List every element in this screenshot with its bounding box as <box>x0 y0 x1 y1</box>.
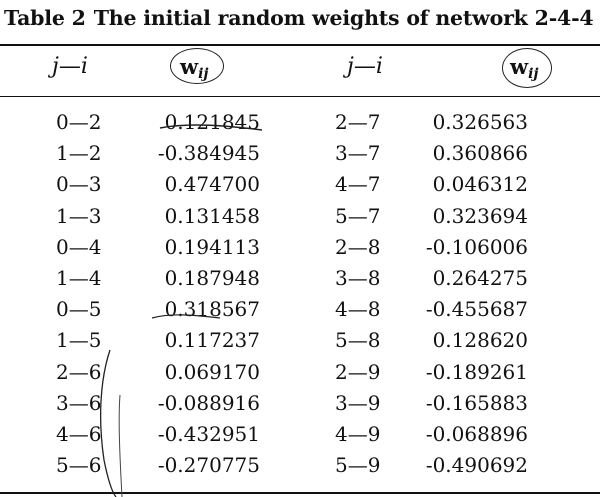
table-row: 4—6 -0.432951 4—9 -0.068896 <box>0 422 600 452</box>
weight-left-cell: 0.187948 <box>164 266 260 290</box>
connection-right-cell: 5—7 <box>335 203 381 228</box>
connection-right-cell: 4—8 <box>335 297 381 322</box>
table-row: 1—5 0.117237 5—8 0.128620 <box>0 328 600 358</box>
weight-right-cell: -0.455687 <box>425 297 528 322</box>
header-j-i-right: j—i <box>347 54 383 79</box>
weight-right-cell: 0.323694 <box>432 203 528 228</box>
connection-left-cell: 1—2 <box>56 141 102 166</box>
weight-left-cell: 0.318567 <box>164 297 260 322</box>
table-row: 3—6 -0.088916 3—9 -0.165883 <box>0 391 600 421</box>
connection-left-cell: 0—5 <box>56 297 102 322</box>
connection-left-cell: 5—6 <box>56 453 102 478</box>
weight-left-cell: 0.131458 <box>164 203 260 228</box>
table-row: 0—5 0.318567 4—8 -0.455687 <box>0 297 600 327</box>
connection-right-cell: 3—7 <box>335 141 381 166</box>
table-bottom-rule <box>0 492 600 494</box>
connection-right-cell: 5—9 <box>335 453 381 478</box>
connection-right-cell: 4—9 <box>335 422 381 446</box>
weight-left-cell: 0.121845 <box>164 110 260 134</box>
handwritten-circle-right <box>502 48 552 88</box>
connection-left-cell: 2—6 <box>56 359 102 384</box>
table-row: 0—4 0.194113 2—8 -0.106006 <box>0 235 600 265</box>
weight-right-cell: 0.046312 <box>432 172 528 197</box>
table-row: 1—4 0.187948 3—8 0.264275 <box>0 266 600 296</box>
weight-right-cell: -0.106006 <box>425 234 528 259</box>
connection-left-cell: 3—6 <box>56 390 102 415</box>
weight-left-cell: 0.474700 <box>164 172 260 197</box>
connection-left-cell: 1—4 <box>56 266 102 290</box>
table-caption: Table 2 The initial random weights of net… <box>4 6 594 30</box>
connection-right-cell: 3—8 <box>335 266 381 290</box>
connection-right-cell: 2—8 <box>335 234 381 259</box>
connection-right-cell: 2—9 <box>335 359 381 384</box>
connection-right-cell: 5—8 <box>335 328 381 353</box>
weight-left-cell: -0.432951 <box>157 422 260 446</box>
weight-left-cell: -0.270775 <box>157 453 260 478</box>
connection-right-cell: 2—7 <box>335 110 381 134</box>
handwritten-circle-left <box>170 48 224 84</box>
table-row: 1—3 0.131458 5—7 0.323694 <box>0 204 600 234</box>
weight-left-cell: 0.069170 <box>164 359 260 384</box>
table-row: 0—2 0.121845 2—7 0.326563 <box>0 110 600 140</box>
weight-right-cell: 0.360866 <box>432 141 528 166</box>
connection-left-cell: 0—4 <box>56 234 102 259</box>
weight-left-cell: -0.088916 <box>157 390 260 415</box>
header-j-i-left: j—i <box>52 54 88 79</box>
table-row: 5—6 -0.270775 5—9 -0.490692 <box>0 453 600 483</box>
weight-right-cell: 0.128620 <box>432 328 528 353</box>
weight-right-cell: -0.068896 <box>425 422 528 446</box>
weight-right-cell: -0.189261 <box>425 359 528 384</box>
connection-left-cell: 1—5 <box>56 328 102 353</box>
connection-left-cell: 0—3 <box>56 172 102 197</box>
table-row: 1—2 -0.384945 3—7 0.360866 <box>0 141 600 171</box>
connection-left-cell: 4—6 <box>56 422 102 446</box>
weight-left-cell: -0.384945 <box>157 141 260 166</box>
connection-left-cell: 1—3 <box>56 203 102 228</box>
table-title: The initial random weights of network 2-… <box>93 6 594 30</box>
connection-right-cell: 3—9 <box>335 390 381 415</box>
weight-right-cell: 0.264275 <box>432 266 528 290</box>
table-top-rule <box>0 44 600 46</box>
weight-right-cell: -0.165883 <box>425 390 528 415</box>
table-number: Table 2 <box>4 6 86 30</box>
weight-right-cell: 0.326563 <box>432 110 528 134</box>
weight-left-cell: 0.194113 <box>164 234 260 259</box>
weight-left-cell: 0.117237 <box>164 328 260 353</box>
connection-left-cell: 0—2 <box>56 110 102 134</box>
table-row: 2—6 0.069170 2—9 -0.189261 <box>0 360 600 390</box>
weight-right-cell: -0.490692 <box>425 453 528 478</box>
connection-right-cell: 4—7 <box>335 172 381 197</box>
table-row: 0—3 0.474700 4—7 0.046312 <box>0 172 600 202</box>
table-header-rule <box>0 96 600 97</box>
